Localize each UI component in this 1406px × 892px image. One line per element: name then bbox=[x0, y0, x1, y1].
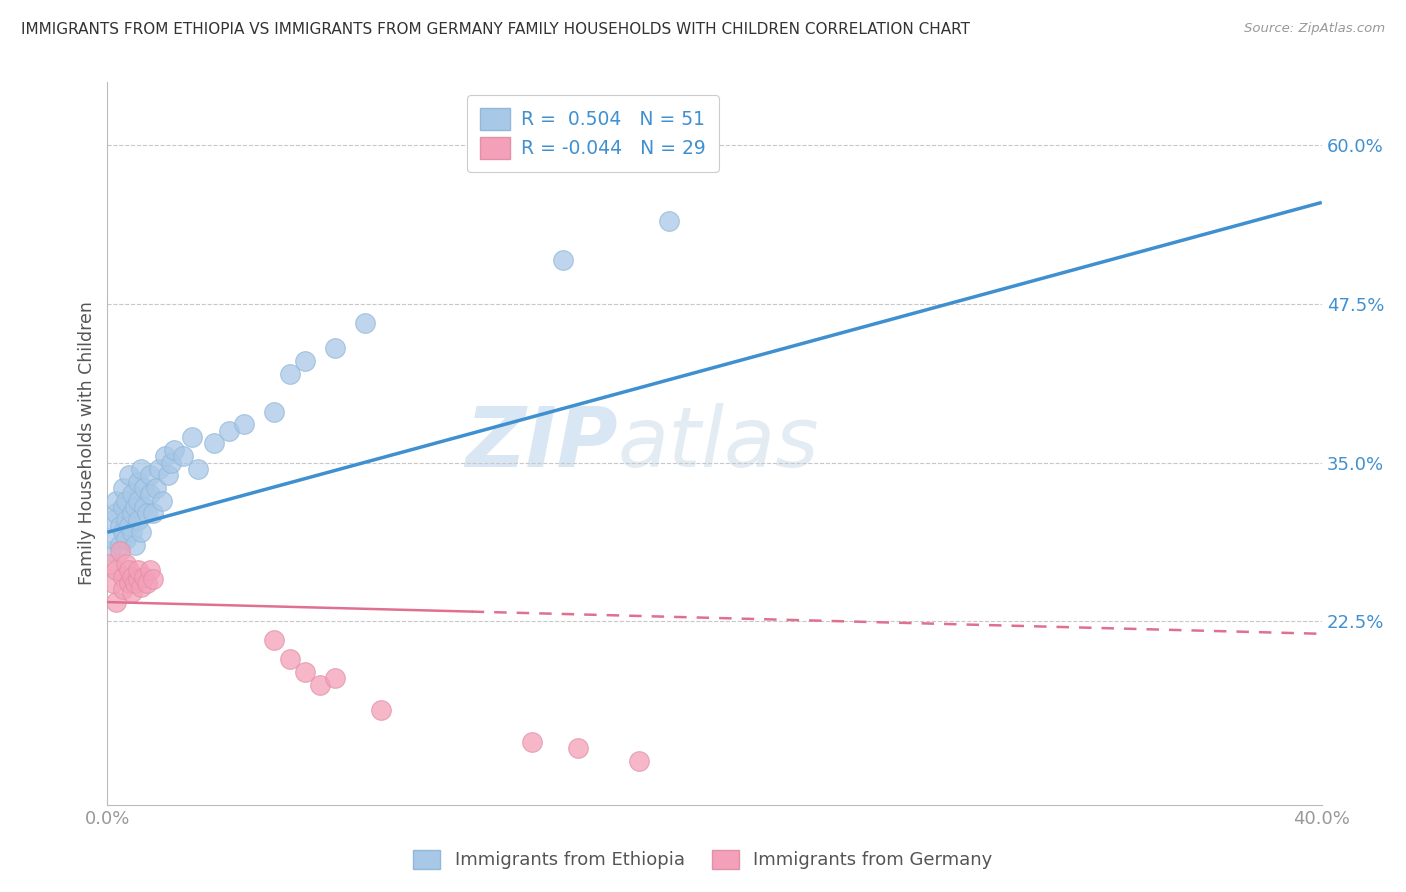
Point bbox=[114, 513, 136, 527]
Point bbox=[135, 576, 157, 591]
Y-axis label: Family Households with Children: Family Households with Children bbox=[79, 301, 96, 585]
Text: atlas: atlas bbox=[617, 403, 820, 484]
Point bbox=[202, 436, 225, 450]
Point bbox=[105, 506, 128, 520]
Point bbox=[114, 532, 136, 546]
Point bbox=[121, 525, 143, 540]
Point bbox=[132, 570, 155, 584]
Point bbox=[263, 633, 285, 648]
Point bbox=[278, 652, 301, 666]
Point bbox=[139, 468, 162, 483]
Point bbox=[323, 671, 346, 685]
Point bbox=[127, 563, 149, 577]
Point bbox=[627, 754, 650, 768]
Point bbox=[127, 572, 149, 586]
Point bbox=[127, 513, 149, 527]
Point bbox=[354, 316, 377, 330]
Legend: Immigrants from Ethiopia, Immigrants from Germany: Immigrants from Ethiopia, Immigrants fro… bbox=[405, 840, 1001, 879]
Point bbox=[121, 585, 143, 599]
Point bbox=[129, 525, 152, 540]
Point bbox=[100, 557, 122, 571]
Point bbox=[172, 449, 194, 463]
Point bbox=[294, 665, 316, 679]
Point bbox=[111, 500, 134, 514]
Point bbox=[139, 487, 162, 501]
Point bbox=[108, 519, 131, 533]
Point bbox=[150, 493, 173, 508]
Point bbox=[567, 741, 589, 756]
Point bbox=[145, 481, 167, 495]
Point bbox=[121, 506, 143, 520]
Point bbox=[129, 462, 152, 476]
Legend: R =  0.504   N = 51, R = -0.044   N = 29: R = 0.504 N = 51, R = -0.044 N = 29 bbox=[467, 95, 720, 172]
Point bbox=[181, 430, 204, 444]
Point bbox=[111, 481, 134, 495]
Point bbox=[323, 342, 346, 356]
Point bbox=[117, 519, 139, 533]
Point bbox=[124, 538, 146, 552]
Point bbox=[233, 417, 256, 432]
Point bbox=[129, 580, 152, 594]
Point bbox=[103, 532, 125, 546]
Point bbox=[117, 563, 139, 577]
Point bbox=[124, 500, 146, 514]
Point bbox=[105, 595, 128, 609]
Point bbox=[117, 576, 139, 591]
Point bbox=[263, 405, 285, 419]
Point bbox=[114, 557, 136, 571]
Point bbox=[142, 572, 165, 586]
Point bbox=[111, 570, 134, 584]
Text: IMMIGRANTS FROM ETHIOPIA VS IMMIGRANTS FROM GERMANY FAMILY HOUSEHOLDS WITH CHILD: IMMIGRANTS FROM ETHIOPIA VS IMMIGRANTS F… bbox=[21, 22, 970, 37]
Point bbox=[218, 424, 240, 438]
Point bbox=[117, 468, 139, 483]
Point bbox=[114, 493, 136, 508]
Point bbox=[160, 456, 183, 470]
Point bbox=[163, 442, 186, 457]
Point bbox=[103, 513, 125, 527]
Point bbox=[135, 506, 157, 520]
Point bbox=[658, 214, 681, 228]
Point bbox=[127, 493, 149, 508]
Point bbox=[294, 354, 316, 368]
Point bbox=[132, 481, 155, 495]
Point bbox=[142, 506, 165, 520]
Point bbox=[139, 563, 162, 577]
Text: Source: ZipAtlas.com: Source: ZipAtlas.com bbox=[1244, 22, 1385, 36]
Point bbox=[124, 576, 146, 591]
Point bbox=[132, 500, 155, 514]
Text: ZIP: ZIP bbox=[465, 403, 617, 484]
Point bbox=[111, 525, 134, 540]
Point bbox=[551, 252, 574, 267]
Point bbox=[309, 677, 332, 691]
Point bbox=[370, 703, 392, 717]
Point bbox=[121, 487, 143, 501]
Point bbox=[148, 462, 170, 476]
Point bbox=[121, 570, 143, 584]
Point bbox=[127, 475, 149, 489]
Point bbox=[153, 449, 176, 463]
Point bbox=[111, 582, 134, 597]
Point bbox=[187, 462, 209, 476]
Point bbox=[108, 544, 131, 558]
Point bbox=[103, 576, 125, 591]
Point bbox=[105, 563, 128, 577]
Point bbox=[105, 493, 128, 508]
Point bbox=[522, 734, 544, 748]
Point bbox=[157, 468, 180, 483]
Point bbox=[108, 538, 131, 552]
Point bbox=[278, 367, 301, 381]
Point bbox=[100, 544, 122, 558]
